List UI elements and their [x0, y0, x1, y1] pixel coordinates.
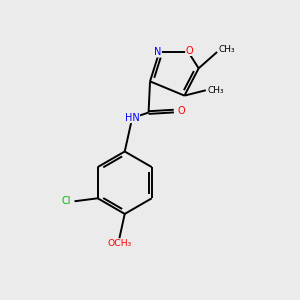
Text: CH₃: CH₃: [219, 45, 235, 54]
Text: HN: HN: [125, 112, 140, 123]
Text: OCH₃: OCH₃: [107, 239, 131, 248]
Text: O: O: [177, 106, 185, 116]
Text: N: N: [154, 47, 161, 57]
Text: O: O: [186, 46, 193, 56]
Text: Cl: Cl: [61, 196, 71, 206]
Text: CH₃: CH₃: [207, 86, 224, 95]
